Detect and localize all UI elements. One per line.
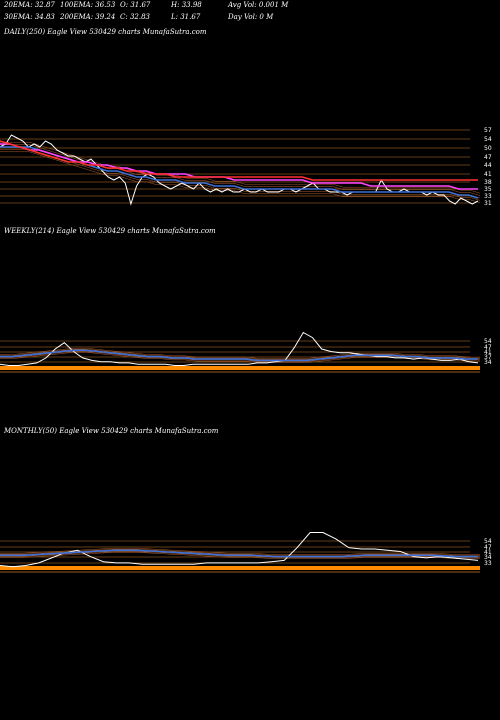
monthly-chart-title: MONTHLY(50) Eagle View 530429 charts Mun…: [4, 427, 219, 435]
daily-y-tick-label: 54: [484, 136, 492, 143]
daily-ema-band: [0, 144, 481, 196]
header-open: O: 31.67: [120, 1, 151, 9]
daily-ema-band: [0, 146, 481, 199]
daily-ema-band: [0, 151, 481, 204]
weekly-series-ema: [0, 349, 478, 362]
weekly-series-price: [0, 331, 479, 366]
weekly-y-tick-label: 47: [484, 344, 492, 351]
monthly-bottom-band: [0, 566, 480, 570]
daily-y-tick-label: 38: [484, 179, 492, 186]
header-day-vol: Day Vol: 0 M: [228, 13, 274, 21]
daily-y-tick-label: 57: [484, 127, 492, 134]
daily-y-tick-label: 44: [484, 162, 492, 169]
daily-y-tick-label: 41: [484, 171, 492, 178]
monthly-y-tick-label: 54: [484, 538, 492, 545]
daily-y-tick-label: 47: [484, 154, 492, 161]
header-close: C: 32.83: [120, 13, 150, 21]
weekly-ema-band: [0, 347, 480, 359]
weekly-bottom-band: [0, 366, 480, 370]
monthly-series-ema: [0, 549, 478, 558]
monthly-y-tick-label: 41: [484, 549, 492, 556]
daily-ema-band: [0, 141, 481, 194]
weekly-ema-band: [0, 351, 480, 362]
header-30ema: 30EMA: 34.83: [4, 13, 55, 21]
monthly-series-price: [0, 532, 479, 568]
weekly-ema-band: [0, 349, 480, 360]
weekly-y-tick-label: 34: [484, 359, 492, 366]
weekly-y-tick-label: 41: [484, 349, 492, 356]
daily-y-tick-label: 31: [484, 200, 492, 207]
header-avg-vol: Avg Vol: 0.001 M: [228, 1, 289, 9]
header-low: L: 31.67: [171, 13, 201, 21]
daily-y-tick-label: 35: [484, 186, 492, 193]
daily-chart-title: DAILY(250) Eagle View 530429 charts Muna…: [4, 28, 207, 36]
header-high: H: 33.98: [171, 1, 202, 9]
weekly-y-tick-label: 37: [484, 354, 492, 361]
monthly-ema-band: [0, 547, 480, 555]
daily-y-tick-label: 50: [484, 145, 492, 152]
header-100ema: 100EMA: 36.53: [60, 1, 116, 9]
monthly-ema-band: [0, 551, 480, 558]
daily-ema-band: [0, 149, 481, 201]
monthly-y-tick-label: 34: [484, 554, 492, 561]
weekly-y-tick-label: 54: [484, 338, 492, 345]
monthly-y-tick-label: 47: [484, 544, 492, 551]
daily-series-200ema: [0, 140, 478, 181]
daily-series-price: [0, 134, 479, 206]
monthly-ema-band: [0, 552, 480, 559]
weekly-chart-title: WEEKLY(214) Eagle View 530429 charts Mun…: [4, 227, 216, 235]
daily-y-tick-label: 33: [484, 193, 492, 200]
monthly-y-tick-label: 33: [484, 560, 492, 567]
header-20ema: 20EMA: 32.87: [4, 1, 55, 9]
header-200ema: 200EMA: 39.24: [60, 13, 116, 21]
